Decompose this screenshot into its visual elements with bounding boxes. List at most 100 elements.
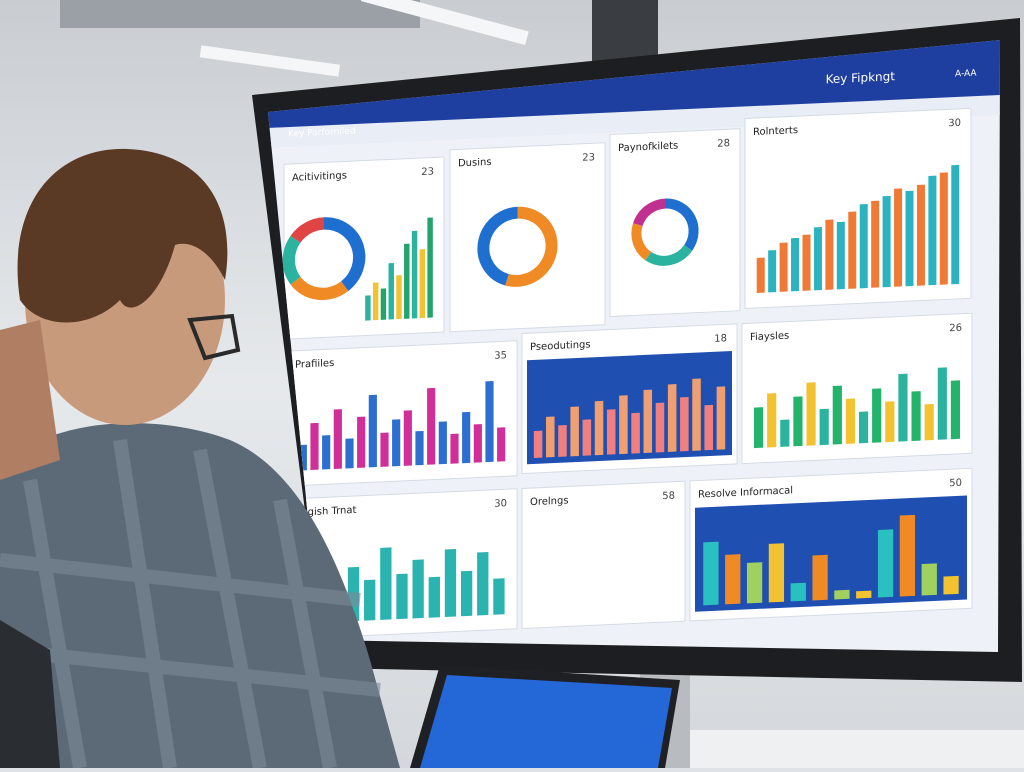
bar: [570, 406, 579, 457]
bar: [619, 395, 628, 455]
bar: [368, 394, 377, 468]
bar: [937, 367, 947, 440]
bar: [667, 384, 677, 452]
bar: [859, 203, 868, 289]
bar: [438, 421, 447, 465]
bar: [680, 397, 689, 452]
panel-number: 35: [494, 350, 507, 362]
bar: [834, 589, 850, 600]
bar: [473, 424, 482, 463]
bar: [858, 411, 869, 444]
bar: [943, 575, 959, 595]
bar: [533, 430, 543, 458]
bar: [462, 411, 471, 464]
bar: [871, 200, 880, 288]
bar: [497, 427, 506, 462]
donut-segment: [505, 206, 558, 287]
bar: [768, 250, 777, 293]
bar: [493, 578, 505, 615]
bar: [582, 419, 592, 456]
bar: [427, 387, 436, 465]
bar: [905, 190, 914, 287]
bar: [485, 381, 494, 463]
panel-number: 18: [714, 333, 727, 345]
chart-area: [695, 495, 967, 612]
desk: [690, 730, 1024, 768]
panel-number: 30: [494, 498, 507, 510]
panel: [744, 107, 972, 309]
donut-segment: [477, 206, 518, 286]
bar: [477, 552, 489, 616]
bar: [460, 570, 473, 617]
bar: [606, 409, 616, 455]
bar: [716, 386, 726, 450]
bar: [558, 424, 567, 457]
donut-segment: [645, 244, 693, 266]
bar: [631, 412, 640, 454]
person-hair: [17, 148, 228, 323]
header-left: Key Parforniled: [288, 127, 356, 140]
panel-number: 23: [582, 152, 595, 164]
bar: [411, 230, 418, 319]
bar: [427, 217, 433, 318]
bar: [836, 221, 845, 290]
bar: [364, 579, 376, 621]
bar: [832, 385, 842, 445]
donut-segment: [290, 217, 325, 243]
chart-area: [527, 351, 732, 465]
dashboard: Key Parforniled Key Fipkngt A-AA Acitivi…: [268, 40, 1000, 640]
bar: [444, 548, 457, 617]
bar: [911, 391, 921, 441]
bar: [546, 416, 555, 458]
bar: [412, 559, 424, 619]
panel-title: Acitivitings: [292, 170, 347, 183]
panel: [609, 128, 741, 318]
bar: [428, 576, 440, 618]
bar: [756, 257, 765, 293]
bar: [392, 419, 401, 467]
bar: [396, 573, 408, 620]
panel-number: 58: [662, 491, 675, 503]
bar: [872, 388, 882, 443]
bar: [704, 404, 713, 451]
panel-number: 26: [949, 323, 962, 335]
bar: [950, 380, 961, 440]
bar: [310, 422, 319, 471]
bar: [812, 554, 828, 601]
panel: [449, 142, 606, 333]
bar: [939, 172, 948, 285]
bar: [819, 408, 829, 446]
bar: [768, 543, 785, 603]
donut-segment: [631, 223, 652, 261]
bar: [928, 175, 937, 286]
header-code: A-AA: [955, 69, 977, 80]
bar: [753, 407, 764, 449]
bar: [333, 409, 342, 469]
bar: [885, 401, 895, 443]
panel-title: Resolve Informacal: [698, 485, 793, 500]
bar: [916, 184, 925, 286]
bar: [365, 295, 371, 321]
bar: [380, 288, 387, 320]
panel-title: Prafiiles: [295, 358, 334, 371]
shirt-plaid: [0, 438, 381, 770]
glasses: [187, 313, 241, 361]
chair: [0, 620, 60, 768]
laptop-screen: [420, 675, 672, 768]
bar: [898, 373, 908, 442]
panel-title: Fiaysles: [750, 330, 789, 343]
bar: [921, 563, 937, 596]
bar: [924, 403, 934, 441]
donut-segment: [323, 217, 366, 292]
bar: [372, 282, 379, 321]
bar: [951, 164, 960, 285]
header-right: Key Fipkngt: [826, 69, 896, 86]
panel: [521, 480, 686, 630]
donut-segment: [633, 198, 666, 227]
bar: [396, 275, 402, 320]
bar: [415, 430, 424, 466]
bar: [746, 562, 763, 604]
bar: [845, 398, 856, 444]
bar: [894, 188, 903, 287]
